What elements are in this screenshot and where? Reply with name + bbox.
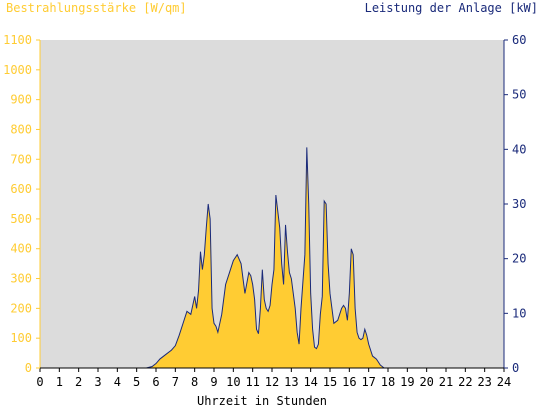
x-tick-label: 8 <box>191 375 198 389</box>
left-tick-label: 700 <box>10 152 32 166</box>
x-tick-label: 11 <box>245 375 259 389</box>
right-tick-label: 30 <box>512 197 526 211</box>
left-tick-label: 100 <box>10 331 32 345</box>
x-tick-label: 16 <box>342 375 356 389</box>
right-tick-label: 50 <box>512 88 526 102</box>
x-tick-label: 7 <box>172 375 179 389</box>
left-tick-label: 800 <box>10 122 32 136</box>
x-tick-label: 3 <box>94 375 101 389</box>
right-tick-label: 10 <box>512 306 526 320</box>
series-layer <box>40 147 504 369</box>
x-tick-label: 19 <box>400 375 414 389</box>
x-tick-label: 14 <box>303 375 317 389</box>
left-axis-title: Bestrahlungsstärke [W/qm] <box>6 1 187 15</box>
x-tick-label: 10 <box>226 375 240 389</box>
right-tick-label: 0 <box>512 361 519 375</box>
right-tick-label: 20 <box>512 252 526 266</box>
x-tick-label: 15 <box>323 375 337 389</box>
irradiance-line-0 <box>40 147 504 369</box>
left-tick-label: 300 <box>10 272 32 286</box>
x-tick-label: 23 <box>477 375 491 389</box>
x-tick-label: 4 <box>114 375 121 389</box>
x-tick-label: 2 <box>75 375 82 389</box>
x-tick-label: 6 <box>152 375 159 389</box>
x-tick-label: 22 <box>458 375 472 389</box>
left-axis-ticks: 0 100 200 300 400 500 600 700 800 900 1000 1100 <box>3 33 40 375</box>
x-tick-label: 21 <box>439 375 453 389</box>
x-tick-label: 20 <box>419 375 433 389</box>
x-tick-label: 9 <box>210 375 217 389</box>
right-axis-ticks: 0 10 20 30 40 50 60 <box>504 33 526 375</box>
x-tick-label: 0 <box>36 375 43 389</box>
x-tick-label: 12 <box>265 375 279 389</box>
right-tick-label: 40 <box>512 142 526 156</box>
right-axis-title: Leistung der Anlage [kW] <box>365 1 538 15</box>
left-tick-label: 600 <box>10 182 32 196</box>
x-tick-label: 5 <box>133 375 140 389</box>
x-axis-ticks: 0 1 2 3 4 5 6 7 8 9 10 11 12 13 14 15 16 17 18 19 20 21 22 23 24 <box>36 368 511 389</box>
x-tick-label: 18 <box>381 375 395 389</box>
left-tick-label: 1100 <box>3 33 32 47</box>
right-tick-label: 60 <box>512 33 526 47</box>
left-tick-label: 500 <box>10 212 32 226</box>
left-tick-label: 900 <box>10 93 32 107</box>
x-tick-label: 1 <box>56 375 63 389</box>
x-tick-label: 17 <box>361 375 375 389</box>
irradiance-area-0 <box>40 147 504 368</box>
x-tick-label: 24 <box>497 375 511 389</box>
left-tick-label: 0 <box>25 361 32 375</box>
left-tick-label: 200 <box>10 301 32 315</box>
x-axis-title: Uhrzeit in Stunden <box>197 394 327 408</box>
left-tick-label: 1000 <box>3 63 32 77</box>
x-tick-label: 13 <box>284 375 298 389</box>
left-tick-label: 400 <box>10 242 32 256</box>
